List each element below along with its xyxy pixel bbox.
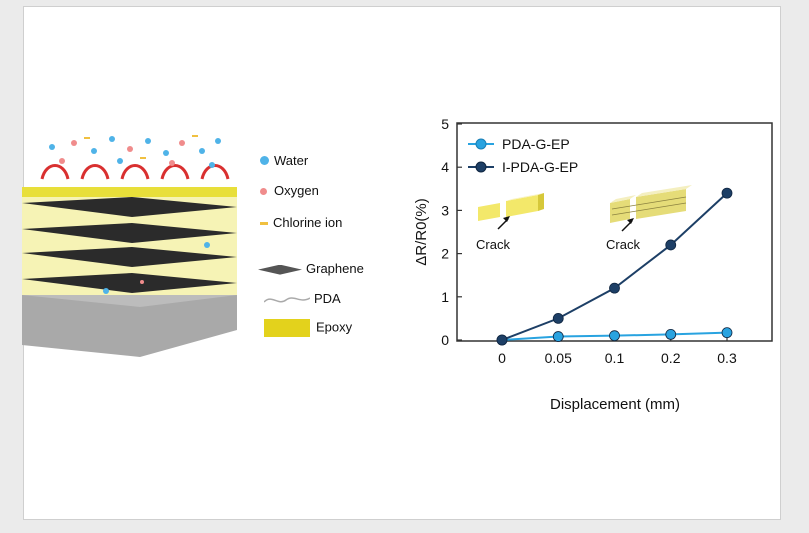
molecule-cloud: [49, 135, 221, 168]
y-axis-label: ΔR/R0(%): [413, 198, 430, 266]
legend-chlorine: Chlorine ion: [260, 215, 342, 230]
legend-label-i-pda-g-ep: I-PDA-G-EP: [502, 159, 578, 175]
data-point-i-pda-g-ep: [721, 187, 733, 199]
data-point-i-pda-g-ep: [552, 312, 564, 324]
graphene-icon: [258, 264, 302, 275]
y-tick-label: 4: [441, 159, 449, 175]
crack-inset-left: [478, 193, 544, 230]
data-point-i-pda-g-ep: [496, 334, 508, 346]
repelled-molecule-arrows: [40, 164, 230, 180]
pda-icon: [263, 296, 311, 303]
crack-label-right: Crack: [606, 237, 640, 252]
graphene-layers: [22, 197, 237, 293]
substrate-block: [22, 295, 237, 357]
y-tick-label: 1: [441, 289, 449, 305]
y-tick-label: 2: [441, 246, 449, 262]
legend-epoxy: Epoxy: [264, 319, 352, 337]
data-point-i-pda-g-ep: [609, 282, 620, 294]
epoxy-icon: [264, 319, 310, 337]
water-icon: [260, 156, 269, 165]
legend-oxygen: Oxygen: [260, 183, 319, 198]
x-axis-label: Displacement (mm): [550, 396, 680, 413]
legend-water: Water: [260, 153, 308, 168]
data-point-pda-g-ep: [552, 331, 564, 342]
x-tick-label: 0.3: [717, 350, 737, 366]
legend-marker-i-pda-g-ep: [475, 161, 487, 173]
y-tick-label: 3: [441, 202, 449, 218]
data-point-pda-g-ep: [609, 330, 620, 342]
plot-frame: [456, 122, 773, 342]
chlorine-icon: [260, 222, 268, 226]
x-tick-label: 0: [498, 350, 506, 366]
x-tick-label: 0.05: [545, 350, 572, 366]
legend-label-pda-g-ep: PDA-G-EP: [502, 136, 570, 152]
data-point-pda-g-ep: [665, 328, 677, 340]
crack-label-left: Crack: [476, 237, 510, 252]
figure-card: Water Oxygen Chlorine ion Graphene PDA E…: [22, 6, 781, 520]
legend-graphene: Graphene: [258, 261, 364, 276]
coating-illustration: [22, 135, 237, 357]
x-tick-label: 0.2: [661, 350, 681, 366]
chart-legend: PDA-G-EP I-PDA-G-EP: [468, 136, 578, 175]
y-tick-label: 5: [441, 116, 449, 132]
oxygen-icon: [260, 188, 267, 195]
data-point-pda-g-ep: [721, 327, 733, 339]
data-point-i-pda-g-ep: [665, 239, 677, 251]
x-tick-label: 0.1: [605, 350, 625, 366]
legend-pda: PDA: [263, 291, 341, 306]
y-tick-label: 0: [441, 332, 449, 348]
legend-marker-pda-g-ep: [475, 138, 487, 150]
crack-inset-right: [610, 185, 692, 232]
resistance-chart: 0 1 2 3 4 5 0 0.05 0.1 0.2 0.3 ΔR/R0(%) Displacem…: [413, 116, 773, 413]
